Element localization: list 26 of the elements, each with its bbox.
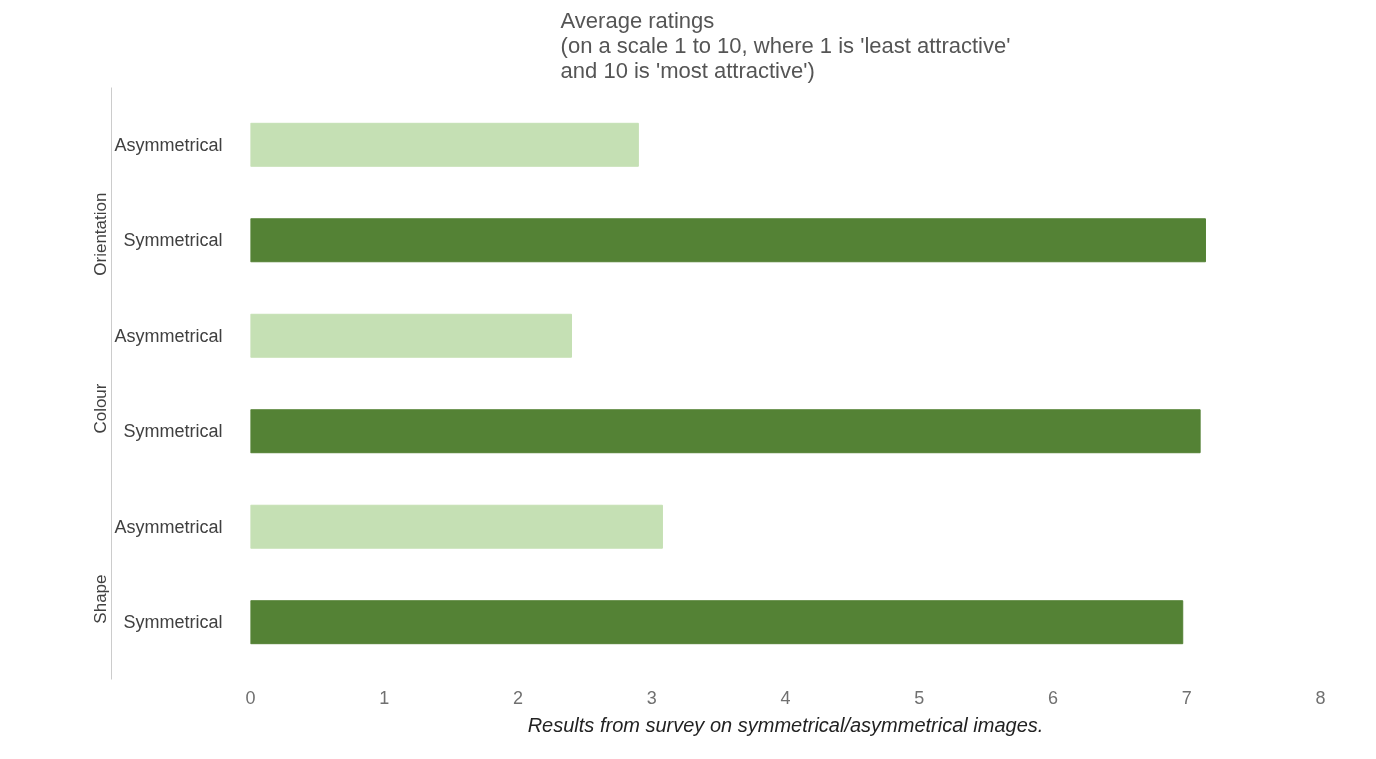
bar xyxy=(250,409,1201,454)
x-tick-label: 4 xyxy=(780,687,791,708)
y-tick-label: Asymmetrical xyxy=(114,516,223,537)
x-tick-label: 8 xyxy=(1315,687,1326,708)
bar xyxy=(250,313,572,358)
bar xyxy=(250,122,639,167)
text: Orientation xyxy=(91,192,110,276)
chart-title: Average ratings (on a scale 1 to 10, where 1 is 'least attractive' and 10 is 'most attractive') xyxy=(560,7,1011,83)
bar xyxy=(250,504,663,549)
x-tick-label: 5 xyxy=(914,687,925,708)
x-tick-label: 6 xyxy=(1047,687,1059,708)
y-tick-label: Symmetrical xyxy=(123,421,223,442)
y-tick-label: Symmetrical xyxy=(123,612,223,633)
text: Colour xyxy=(91,383,110,434)
y-tick-label: Symmetrical xyxy=(123,230,223,251)
text: Shape xyxy=(91,574,110,624)
x-tick-label: 3 xyxy=(646,687,657,708)
text: Results from survey on symmetrical/asymmetrical images. xyxy=(527,713,1044,736)
x-tick-label: 7 xyxy=(1181,687,1192,708)
y-tick-label: Asymmetrical xyxy=(114,134,223,155)
x-tick-label: 2 xyxy=(512,687,524,708)
x-tick-label: 1 xyxy=(379,687,390,708)
bar xyxy=(250,600,1184,645)
bar xyxy=(250,218,1206,263)
y-tick-label: Asymmetrical xyxy=(114,325,223,346)
x-tick-label: 0 xyxy=(245,687,256,708)
